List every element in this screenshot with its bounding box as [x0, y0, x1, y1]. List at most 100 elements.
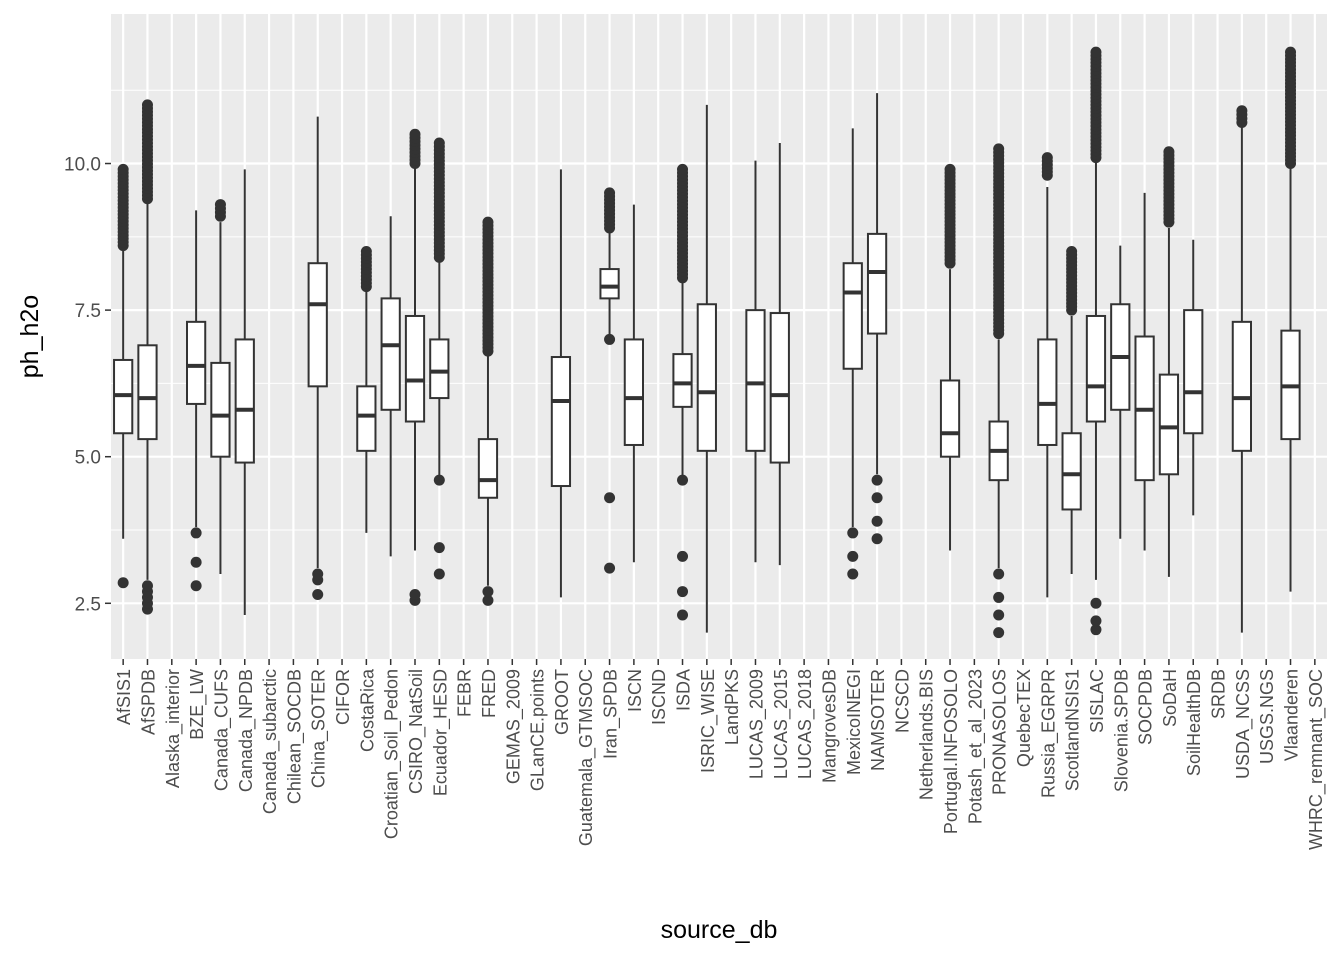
- box-body: [210, 361, 231, 458]
- outlier-point: [993, 609, 1005, 621]
- outlier-point: [847, 568, 859, 580]
- x-tick-label: ISCND: [649, 669, 669, 725]
- outlier-point: [871, 515, 883, 527]
- box-body: [623, 338, 645, 446]
- box-Slovenia.SPDB: [1110, 245, 1131, 539]
- x-tick-label: PRONASOLOS: [990, 669, 1010, 795]
- box-SoDaH: [1158, 146, 1180, 577]
- outlier-point: [190, 527, 202, 539]
- x-tick-label: FEBR: [455, 669, 475, 717]
- box-SoilHealthDB: [1183, 239, 1204, 516]
- x-tick-label: Canada_NPDB: [236, 669, 257, 792]
- outlier-point: [117, 577, 129, 589]
- outlier-point: [1285, 46, 1297, 58]
- x-tick-label: MangrovesDB: [819, 669, 839, 783]
- outlier-point: [944, 163, 956, 175]
- box-body: [769, 312, 790, 464]
- outlier-point: [1090, 597, 1102, 609]
- outlier-point: [190, 580, 202, 592]
- x-tick-label: LUCAS_2018: [795, 669, 816, 779]
- outlier-point: [312, 568, 324, 580]
- x-tick-label: WHRC_remnant_SOC: [1306, 669, 1327, 850]
- outlier-point: [433, 542, 445, 554]
- x-tick-label: Iran_SPDB: [601, 669, 622, 759]
- outlier-point: [847, 527, 859, 539]
- outlier-point: [1090, 624, 1102, 636]
- box-Iran_SPDB: [599, 187, 620, 574]
- outlier-point: [214, 199, 226, 211]
- outlier-point: [482, 216, 494, 228]
- box-Canada_CUFS: [210, 199, 231, 574]
- box-Russia_EGRPR: [1037, 152, 1058, 598]
- y-tick-label: 5.0: [75, 448, 101, 469]
- x-tick-label: CSIRO_NatSoil: [406, 669, 427, 794]
- y-axis-title: ph_h2o: [16, 295, 44, 378]
- x-tick-label: Vlaanderen: [1282, 669, 1302, 761]
- outlier-point: [993, 143, 1005, 155]
- outlier-point: [141, 99, 153, 111]
- x-tick-label: LUCAS_2009: [746, 669, 767, 779]
- box-SISLAC: [1085, 46, 1107, 636]
- outlier-point: [409, 589, 421, 600]
- outlier-point: [1163, 146, 1175, 158]
- outlier-point: [677, 609, 689, 621]
- x-tick-label: China_SOTER: [309, 669, 330, 788]
- outlier-point: [604, 333, 616, 345]
- outlier-point: [360, 245, 372, 257]
- x-tick-label: GEMAS_2009: [503, 669, 524, 784]
- x-tick-label: CIFOR: [333, 669, 353, 725]
- outlier-point: [993, 568, 1005, 580]
- box-body: [137, 344, 158, 441]
- outlier-point: [190, 556, 202, 568]
- x-tick-label: LandPKS: [722, 669, 742, 745]
- x-tick-label: ISDA: [674, 669, 694, 711]
- box-Canada_NPDB: [234, 169, 255, 616]
- x-tick-label: Croatian_Soil_Pedon: [382, 669, 403, 839]
- box-PRONASOLOS: [988, 143, 1009, 639]
- x-tick-label: SISLAC: [1087, 669, 1107, 733]
- x-tick-label: Chilean_SOCDB: [284, 669, 305, 804]
- outlier-point: [677, 163, 689, 175]
- outlier-point: [1066, 245, 1078, 257]
- outlier-point: [604, 492, 616, 504]
- box-CostaRica: [356, 245, 377, 533]
- outlier-point: [1090, 46, 1102, 58]
- x-tick-label: Russia_EGRPR: [1038, 669, 1059, 798]
- outlier-point: [677, 586, 689, 598]
- x-tick-label: SOCPDB: [1136, 669, 1156, 745]
- x-tick-label: Canada_CUFS: [211, 669, 232, 791]
- y-tick-label: 10.0: [64, 155, 101, 176]
- box-body: [866, 232, 888, 335]
- outlier-point: [871, 474, 883, 486]
- box-FRED: [477, 216, 499, 606]
- outlier-point: [993, 591, 1005, 603]
- box-body: [1061, 432, 1082, 511]
- outlier-point: [433, 568, 445, 580]
- y-tick-label: 2.5: [75, 594, 101, 615]
- box-body: [745, 309, 766, 452]
- x-tick-label: USDA_NCSS: [1233, 669, 1254, 779]
- x-tick-label: MexicoINEGI: [844, 669, 864, 775]
- x-axis: AfSIS1 AfSPDB Alaska_interior BZE_LW Canada_…: [114, 659, 1327, 850]
- box-LUCAS_2009: [745, 160, 766, 563]
- box-body: [696, 303, 717, 452]
- box-CSIRO_NatSoil: [404, 128, 426, 606]
- box-body: [356, 385, 377, 452]
- x-tick-label: Netherlands.BIS: [917, 669, 937, 800]
- outlier-point: [482, 586, 494, 598]
- box-ScotlandNSIS1: [1061, 245, 1082, 574]
- box-body: [550, 356, 572, 488]
- outlier-point: [433, 474, 445, 486]
- box-Portugal.INFOSOLO: [939, 163, 961, 551]
- box-body: [1158, 373, 1180, 476]
- x-tick-label: ISRIC_WISE: [698, 669, 719, 773]
- box-body: [939, 379, 961, 458]
- box-NAMSOTER: [866, 93, 888, 545]
- box-body: [477, 438, 499, 499]
- x-tick-label: ISCN: [625, 669, 645, 712]
- box-body: [1037, 338, 1058, 446]
- outlier-point: [871, 492, 883, 504]
- x-tick-label: GLanCE.points: [528, 669, 548, 791]
- x-tick-label: USGS.NGS: [1257, 669, 1277, 764]
- box-body: [842, 262, 863, 370]
